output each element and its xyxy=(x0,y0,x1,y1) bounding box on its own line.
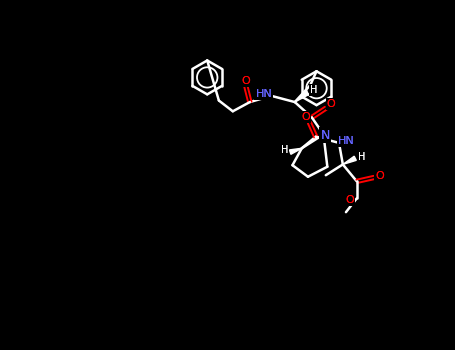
Text: H: H xyxy=(310,85,317,95)
Text: O: O xyxy=(301,112,310,122)
Text: H: H xyxy=(281,145,288,155)
Text: O: O xyxy=(301,112,310,122)
Text: HN: HN xyxy=(339,135,355,146)
Polygon shape xyxy=(289,148,302,154)
Text: H: H xyxy=(281,145,288,155)
Text: O: O xyxy=(345,195,354,205)
Polygon shape xyxy=(343,156,356,164)
Text: N: N xyxy=(320,129,330,142)
Text: H: H xyxy=(358,152,365,162)
Text: O: O xyxy=(345,195,354,205)
Polygon shape xyxy=(295,91,308,102)
Text: HN: HN xyxy=(255,89,272,99)
Text: HN: HN xyxy=(255,89,272,99)
Text: HN: HN xyxy=(339,135,355,146)
Text: O: O xyxy=(242,76,250,85)
Text: H: H xyxy=(310,85,317,95)
Text: O: O xyxy=(375,171,384,181)
Text: O: O xyxy=(242,76,250,85)
Text: H: H xyxy=(358,152,365,162)
Text: O: O xyxy=(375,171,384,181)
Text: O: O xyxy=(327,99,336,109)
Text: N: N xyxy=(320,129,330,142)
Text: O: O xyxy=(327,99,336,109)
